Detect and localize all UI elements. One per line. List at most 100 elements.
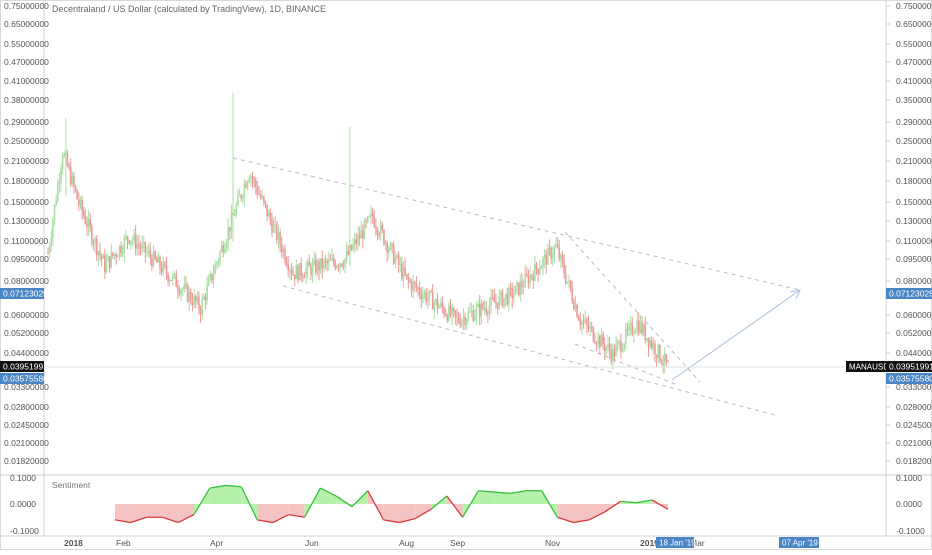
candle-body [217,260,220,263]
candle-body [475,306,478,316]
candle-body [290,269,293,274]
wedge-lower-line [574,343,676,385]
candle-body [381,224,384,231]
sentiment-fill [573,504,589,523]
candle-body [616,342,619,345]
candle-body [571,289,574,302]
candle-body [254,179,257,187]
candle-body [95,238,98,256]
candle-body [446,315,449,321]
candle-body [597,335,600,344]
candle-body [165,265,168,274]
svg-text:0.03575580: 0.03575580 [889,374,932,384]
price-tick-right: 0.21000000 [896,156,932,166]
candle-body [100,255,103,259]
price-tick-left: 0.06000000 [4,310,49,320]
candle-body [391,243,393,246]
candle-body [579,320,582,326]
candle-body [409,280,411,282]
candle-body [134,233,137,249]
candle-body [417,287,419,289]
candle-body [319,258,322,271]
candle-body [220,245,223,252]
sentiment-line [446,495,464,518]
candle-body [537,269,539,274]
candle-body [73,175,75,186]
candle-body [99,251,101,256]
candle-body [561,254,564,263]
price-tick-right: 0.35000000 [896,95,932,105]
candle-body [154,251,156,259]
candle-body [50,237,53,247]
time-axis[interactable]: 2018 Feb Apr Jun Aug Sep Nov 2019 Mar [64,538,705,548]
candle-body [569,280,572,290]
candle-body [53,205,56,221]
candle-body [490,296,492,306]
candle-body [538,269,541,274]
candle-body [327,259,330,264]
sentiment-tick-right: 0.0000 [896,499,922,509]
upper-trendline [232,157,801,291]
svg-text:0.07123025: 0.07123025 [889,289,932,299]
right-tag-resistance: 0.07123025 [886,288,932,299]
candle-body [147,250,150,253]
candle-body [662,363,664,365]
candle-body [141,243,143,249]
price-tick-left: 0.29000000 [4,117,49,127]
candle-body [207,278,210,286]
candle-body [133,233,135,241]
left-price-axis[interactable]: 0.75000000 0.65000000 0.55000000 0.47000000… [4,1,49,466]
price-tick-left: 0.01820000 [4,456,49,466]
candle-body [78,198,80,205]
candle-body [331,257,333,261]
candle-body [366,216,369,222]
candle-body [138,243,140,247]
lower-trendline [282,285,776,416]
candle-body [433,302,436,310]
candle-body [196,296,199,302]
projection-arrow[interactable] [671,289,801,381]
candle-body [269,212,272,221]
sentiment-fill [383,504,400,523]
candle-body [357,234,359,245]
candle-body [584,319,587,322]
candle-body [461,320,463,326]
candle-body [438,306,440,309]
candle-body [439,302,442,307]
candle-body [146,252,148,254]
candle-body [172,274,174,281]
candle-body [219,251,221,261]
candle-body [535,263,538,270]
candle-body [353,239,356,245]
time-tick: Jun [305,538,319,548]
candle-body [621,349,624,352]
candle-body [306,261,309,269]
sentiment-indicator [114,484,669,524]
candle-body [201,299,203,315]
candle-body [603,343,606,351]
candle-body [121,252,124,254]
candle-body [435,299,437,303]
candle-body [573,301,575,310]
sentiment-line [177,514,195,524]
price-tick-left: 0.02800000 [4,402,49,412]
candle-body [79,199,82,205]
candle-body [378,234,380,236]
sentiment-line [240,486,258,521]
candle-body [524,273,526,287]
candle-body [590,326,593,328]
symbol-tag: MANAUSD [846,361,889,372]
time-tick: Mar [690,538,705,548]
candle-body [360,230,363,239]
candle-body [190,292,192,302]
candle-body [513,294,515,299]
candle-body [151,257,153,267]
candle-body [610,350,612,361]
sentiment-line [636,499,653,504]
price-tick-right: 0.41000000 [896,76,932,86]
sentiment-tick-left: 0.0000 [10,499,36,509]
right-price-axis[interactable]: 0.75000000 0.65000000 0.55000000 0.47000000… [886,1,932,466]
candle-body [522,286,525,288]
